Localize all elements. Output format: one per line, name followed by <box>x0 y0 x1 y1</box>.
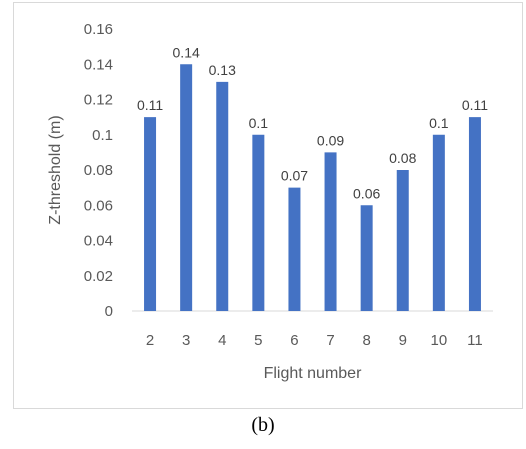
x-axis-title: Flight number <box>264 365 362 382</box>
data-label: 0.07 <box>281 168 308 184</box>
x-tick-label: 9 <box>399 332 407 349</box>
x-tick-label: 4 <box>218 332 226 349</box>
y-tick-label: 0.04 <box>84 233 113 250</box>
y-tick-label: 0.02 <box>84 268 113 285</box>
y-tick-label: 0.14 <box>84 56 113 73</box>
bar <box>216 81 229 311</box>
data-label: 0.06 <box>353 185 380 201</box>
bar <box>288 187 301 311</box>
data-label: 0.13 <box>209 62 236 78</box>
y-tick-label: 0.12 <box>84 92 113 109</box>
bar <box>252 134 265 311</box>
data-label: 0.09 <box>317 132 344 148</box>
bar <box>432 134 445 311</box>
x-tick-label: 8 <box>362 332 370 349</box>
bar <box>468 117 481 311</box>
bar <box>396 170 409 311</box>
bar <box>360 205 373 311</box>
x-tick-label: 5 <box>254 332 262 349</box>
y-axis-title: Z-threshold (m) <box>47 115 64 224</box>
y-tick-label: 0.1 <box>92 127 113 144</box>
x-tick-label: 10 <box>431 332 448 349</box>
data-label: 0.08 <box>389 150 416 166</box>
data-label: 0.14 <box>173 44 200 60</box>
y-tick-label: 0.06 <box>84 197 113 214</box>
bars: 0.11 0.14 0.13 0.1 0.07 0.09 0.06 0.08 0.1 0.11 <box>137 44 488 311</box>
bar <box>324 152 337 311</box>
x-tick-label: 6 <box>290 332 298 349</box>
x-tick-label: 2 <box>146 332 154 349</box>
y-tick-label: 0 <box>105 303 113 320</box>
data-label: 0.1 <box>249 115 269 131</box>
x-tick-label: 7 <box>326 332 334 349</box>
y-tick-label: 0.08 <box>84 162 113 179</box>
data-label: 0.11 <box>462 97 488 113</box>
x-tick-label: 3 <box>182 332 190 349</box>
data-label: 0.11 <box>137 97 163 113</box>
x-tick-label: 11 <box>467 332 483 349</box>
bar <box>180 64 193 311</box>
figure-caption: (b) <box>251 414 275 436</box>
y-axis-ticks: 0 0.02 0.04 0.06 0.08 0.1 0.12 0.14 0.16 <box>84 21 113 320</box>
data-label: 0.1 <box>429 115 449 131</box>
bar <box>144 117 157 311</box>
x-axis-ticks: 2 3 4 5 6 7 8 9 10 11 <box>146 332 483 349</box>
y-tick-label: 0.16 <box>84 21 113 38</box>
